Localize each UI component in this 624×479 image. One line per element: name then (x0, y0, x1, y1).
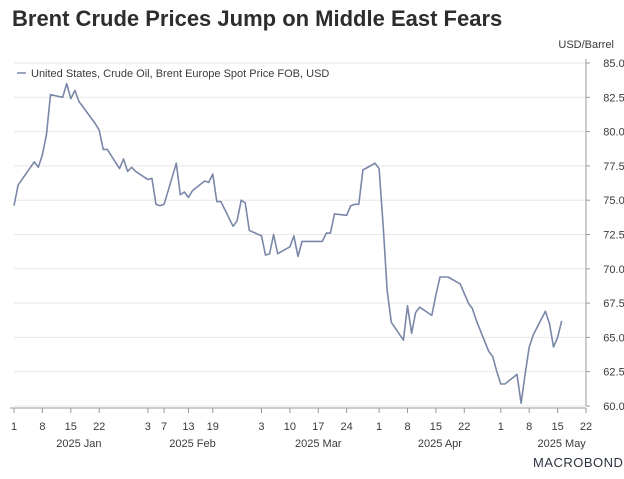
x-month-label: 2025 Apr (418, 438, 462, 450)
axes (10, 59, 590, 413)
y-tick-label: 85.0 (603, 58, 624, 70)
x-tick-label: 15 (430, 421, 442, 433)
logo-text: MACROBOND (533, 455, 624, 470)
x-tick-label: 3 (145, 421, 151, 433)
legend: United States, Crude Oil, Brent Europe S… (17, 68, 329, 80)
x-tick-label: 22 (458, 421, 470, 433)
series-line (13, 82, 563, 405)
x-month-label: 2025 Mar (295, 438, 342, 450)
y-unit-label: USD/Barrel (558, 39, 614, 51)
y-tick-label: 80.0 (603, 127, 624, 139)
x-tick-label: 13 (182, 421, 194, 433)
x-tick-label: 7 (161, 421, 167, 433)
gridlines (14, 62, 586, 407)
y-tick-label: 75.0 (603, 195, 624, 207)
x-tick-label: 22 (580, 421, 592, 433)
x-tick-label: 1 (498, 421, 504, 433)
x-tick-label: 1 (11, 421, 17, 433)
y-tick-label: 62.5 (603, 367, 624, 379)
y-tick-label: 70.0 (603, 264, 624, 276)
y-tick-label: 72.5 (603, 230, 624, 242)
y-tick-label: 60.0 (603, 401, 624, 413)
x-month-label: 2025 Jan (56, 438, 101, 450)
x-tick-label: 8 (526, 421, 532, 433)
chart-title: Brent Crude Prices Jump on Middle East F… (12, 6, 503, 31)
x-tick-label: 8 (39, 421, 45, 433)
legend-label: United States, Crude Oil, Brent Europe S… (31, 68, 329, 80)
x-tick-label: 1 (376, 421, 382, 433)
macrobond-logo: MACROBOND (533, 455, 623, 470)
x-tick-label: 15 (65, 421, 77, 433)
x-tick-label: 24 (341, 421, 353, 433)
x-tick-label: 3 (258, 421, 264, 433)
y-tick-label: 65.0 (603, 332, 624, 344)
tick-labels: 60.0 62.5 65.0 67.5 70.0 72.5 75.0 77.5 80.0 82.5… (11, 58, 624, 450)
x-month-label: 2025 May (538, 438, 587, 450)
x-tick-label: 17 (312, 421, 324, 433)
x-tick-label: 19 (207, 421, 219, 433)
x-tick-label: 15 (551, 421, 563, 433)
series-layer (13, 82, 563, 405)
x-tick-label: 22 (93, 421, 105, 433)
y-tick-label: 77.5 (603, 161, 624, 173)
x-tick-label: 10 (284, 421, 296, 433)
y-tick-label: 67.5 (603, 298, 624, 310)
x-month-label: 2025 Feb (169, 438, 215, 450)
y-tick-label: 82.5 (603, 92, 624, 104)
x-tick-label: 8 (404, 421, 410, 433)
